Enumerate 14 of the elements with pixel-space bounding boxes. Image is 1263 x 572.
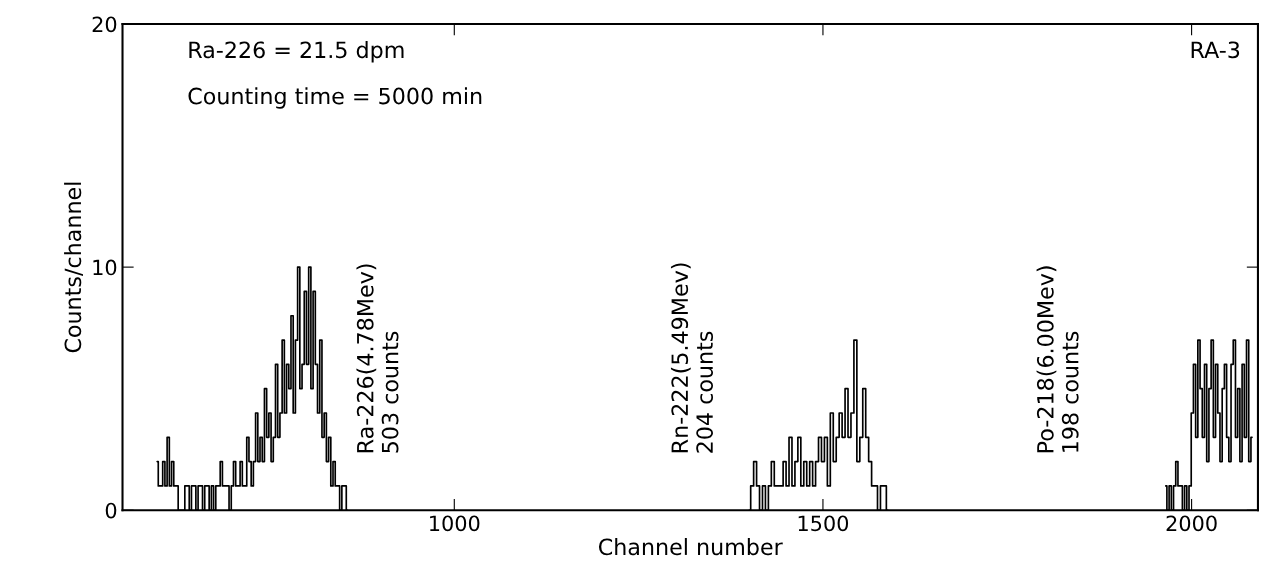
annotation: Ra-226 = 21.5 dpm — [189, 41, 404, 63]
annotation: Ra-226(4.78Mev) 503 counts — [356, 264, 399, 453]
y-tick-label: 0 — [105, 502, 117, 519]
x-tick-label: 1500 — [798, 515, 849, 532]
annotation: Rn-222(5.49Mev) 204 counts — [670, 263, 714, 453]
y-tick-label: 20 — [92, 16, 117, 33]
y-tick-label: 10 — [93, 259, 117, 276]
x-tick-label: 1000 — [430, 515, 480, 532]
x-axis-title: Channel number — [598, 538, 783, 556]
y-axis-title: Counts/channel — [64, 182, 84, 353]
annotation: Counting time = 5000 min — [188, 87, 482, 109]
x-tick-label: 2000 — [1166, 515, 1217, 532]
annotation: RA-3 — [1191, 41, 1240, 59]
annotation: Po-218(6.00Mev) 198 counts — [1036, 266, 1079, 453]
